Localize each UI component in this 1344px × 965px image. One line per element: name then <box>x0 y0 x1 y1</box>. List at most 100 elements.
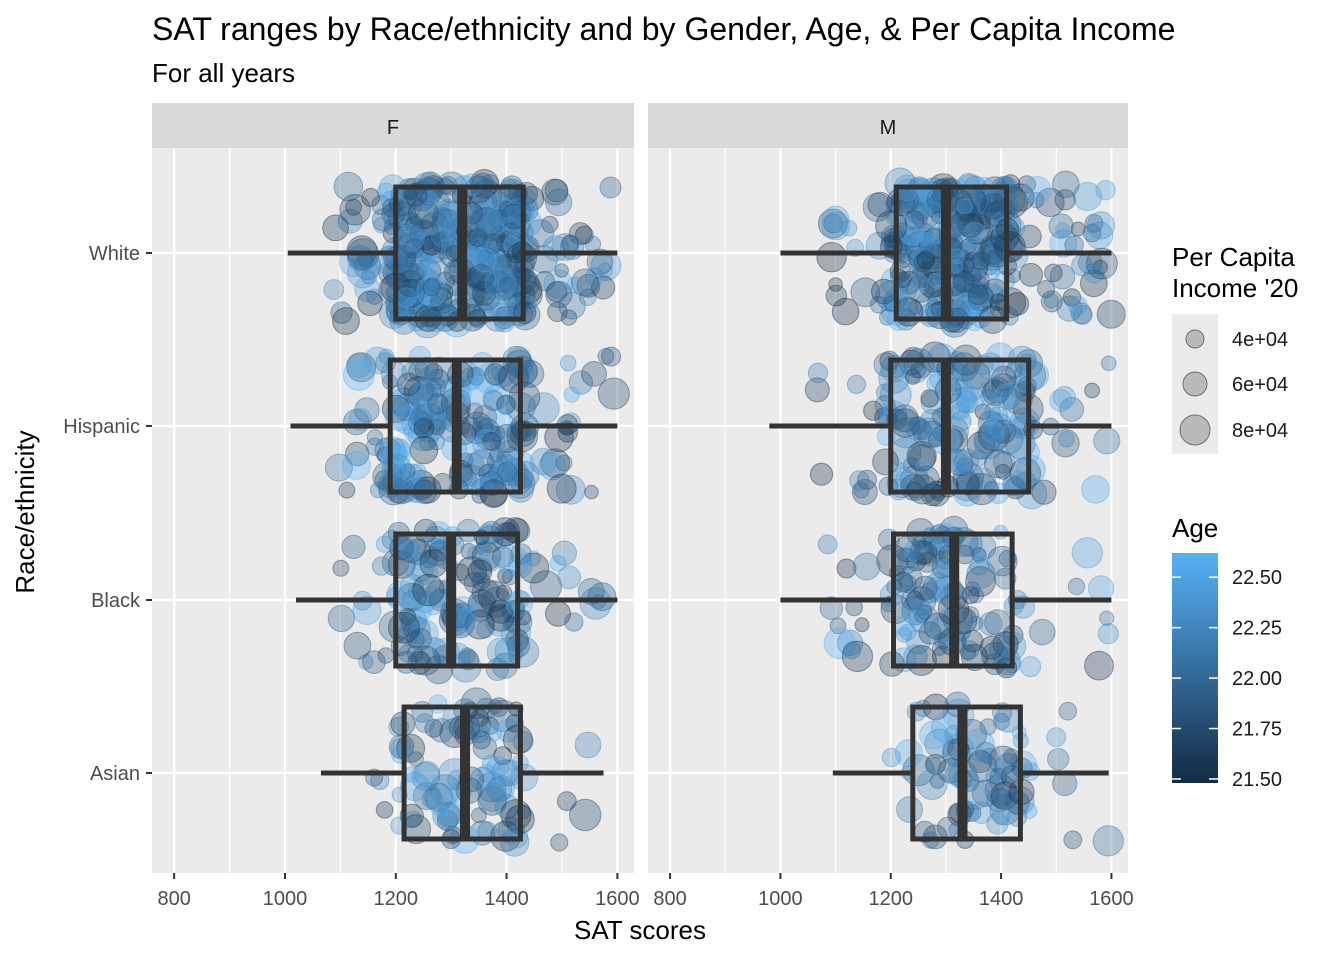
data-point <box>923 530 950 557</box>
data-point <box>468 227 488 248</box>
data-point <box>574 731 602 759</box>
data-point <box>342 451 371 480</box>
data-point <box>478 782 508 812</box>
data-point <box>992 450 1016 474</box>
data-point <box>1055 222 1070 238</box>
x-axis-title: SAT scores <box>574 915 706 945</box>
data-point <box>361 269 376 285</box>
data-point <box>987 190 1019 222</box>
data-point <box>1004 362 1022 380</box>
data-point <box>470 557 493 579</box>
data-point <box>472 735 497 760</box>
data-point <box>413 403 446 435</box>
data-point <box>1071 537 1104 569</box>
data-point <box>411 762 441 792</box>
data-point <box>401 408 433 440</box>
data-point <box>951 284 967 299</box>
data-point <box>489 245 521 277</box>
data-point <box>983 449 1013 479</box>
data-point <box>910 246 942 279</box>
data-point <box>403 279 432 308</box>
data-point <box>484 363 507 386</box>
data-point <box>544 422 574 453</box>
data-point <box>568 222 593 246</box>
data-point <box>432 207 453 228</box>
data-point <box>557 565 582 590</box>
data-point <box>474 234 495 255</box>
data-point <box>984 376 1011 404</box>
data-point <box>495 395 516 416</box>
data-point <box>879 379 912 411</box>
data-point <box>911 200 941 230</box>
data-point <box>956 198 973 215</box>
data-point <box>408 410 433 435</box>
data-point <box>413 236 435 259</box>
data-point <box>480 716 500 736</box>
data-point <box>551 540 578 566</box>
data-point <box>1081 475 1110 504</box>
data-point <box>476 619 495 639</box>
data-point <box>964 274 990 299</box>
data-point <box>482 389 504 412</box>
data-point <box>478 223 498 242</box>
data-point <box>991 373 1016 397</box>
data-point <box>488 271 511 293</box>
data-point <box>904 210 925 231</box>
data-point <box>408 751 425 767</box>
data-point <box>429 286 453 310</box>
data-point <box>473 196 503 226</box>
data-point <box>477 233 493 249</box>
data-point <box>1080 269 1108 298</box>
data-point <box>419 285 438 304</box>
data-point <box>491 229 514 252</box>
data-point <box>906 551 927 572</box>
data-point <box>399 608 417 626</box>
data-point <box>821 211 851 241</box>
data-point <box>490 254 520 284</box>
data-point <box>421 235 442 256</box>
data-point <box>550 833 569 852</box>
data-point <box>1046 727 1067 748</box>
x-tick-label: 1400 <box>484 888 529 910</box>
data-point <box>954 238 985 268</box>
data-point <box>978 611 1003 636</box>
facet-panel-M: M 800 1000 1200 1400 1600 <box>648 103 1134 910</box>
data-point <box>415 249 438 271</box>
data-point <box>406 645 424 662</box>
legend-size-title-line2: Income '20 <box>1172 273 1298 303</box>
data-point <box>361 187 381 207</box>
data-point <box>407 220 434 247</box>
data-point <box>373 217 390 234</box>
data-point <box>983 412 1014 444</box>
data-point <box>481 754 500 773</box>
data-point <box>977 419 1011 452</box>
data-point <box>599 176 622 199</box>
data-point <box>1062 288 1082 307</box>
data-point <box>1072 304 1093 325</box>
data-point <box>374 437 401 464</box>
data-point <box>982 379 1009 406</box>
data-point <box>395 531 427 563</box>
x-tick-label: 1600 <box>595 888 640 910</box>
facet-panel-F: F 800 1000 1200 1400 1600 <box>152 103 640 910</box>
data-point <box>1067 295 1088 316</box>
data-point <box>474 284 501 311</box>
data-point <box>974 403 992 420</box>
data-point <box>409 628 432 651</box>
data-point <box>411 238 435 262</box>
data-point <box>463 572 486 594</box>
data-point <box>496 394 516 415</box>
data-point <box>547 301 568 323</box>
facet-strip-label: F <box>387 117 399 139</box>
data-point <box>852 552 881 581</box>
data-point <box>558 291 586 320</box>
data-point <box>480 586 512 618</box>
data-point <box>1047 748 1070 771</box>
data-point <box>346 352 377 383</box>
data-point <box>489 775 515 801</box>
data-point <box>967 284 989 306</box>
data-point <box>958 274 981 297</box>
data-point <box>486 253 513 280</box>
data-point <box>414 278 431 295</box>
data-point <box>419 211 450 242</box>
